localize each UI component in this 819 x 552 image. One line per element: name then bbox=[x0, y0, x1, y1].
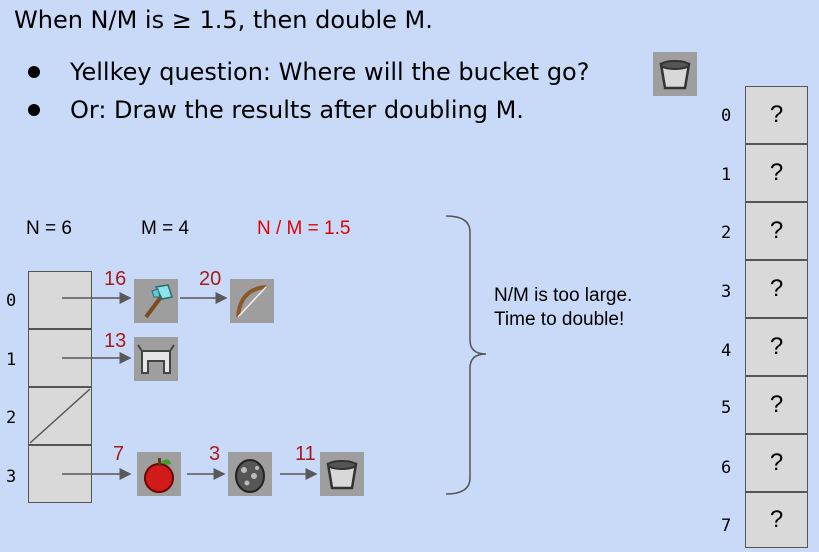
n-label: N = 6 bbox=[26, 218, 72, 239]
bucket-cell-2 bbox=[28, 387, 92, 445]
slide-title: When N/M is ≥ 1.5, then double M. bbox=[14, 6, 433, 34]
key-label: 11 bbox=[295, 443, 316, 465]
bucket-icon bbox=[653, 52, 697, 96]
null-slash bbox=[28, 387, 91, 444]
left-index: 2 bbox=[6, 408, 17, 428]
resize-note: N/M is too large. Time to double! bbox=[494, 284, 632, 332]
resized-cell-2: ? bbox=[745, 202, 808, 260]
bullet-dot bbox=[28, 104, 40, 116]
spawn-egg-icon bbox=[228, 452, 272, 496]
diamond-axe-icon bbox=[134, 279, 178, 323]
bullet-yellkey: Yellkey question: Where will the bucket … bbox=[28, 58, 589, 86]
bucket-icon bbox=[320, 452, 364, 496]
resized-cell-4: ? bbox=[745, 318, 808, 376]
resized-cell-6: ? bbox=[745, 434, 808, 492]
iron-helmet-icon bbox=[134, 337, 178, 381]
right-index: 4 bbox=[721, 341, 732, 361]
curly-brace bbox=[445, 215, 487, 495]
right-index: 0 bbox=[721, 106, 732, 126]
key-label: 7 bbox=[113, 443, 125, 465]
bullet-text: Yellkey question: Where will the bucket … bbox=[70, 58, 590, 86]
right-index: 2 bbox=[721, 223, 732, 243]
right-index: 6 bbox=[721, 458, 732, 478]
bullet-draw: Or: Draw the results after doubling M. bbox=[28, 96, 524, 124]
resized-cell-1: ? bbox=[745, 144, 808, 202]
key-label: 20 bbox=[199, 268, 222, 290]
bullet-dot bbox=[28, 66, 40, 78]
key-label: 3 bbox=[209, 443, 221, 465]
m-label: M = 4 bbox=[141, 218, 190, 239]
bucket-cell-0 bbox=[28, 271, 92, 329]
bullet-text: Or: Draw the results after doubling M. bbox=[70, 96, 524, 124]
right-index: 7 bbox=[721, 516, 732, 536]
ratio-label: N / M = 1.5 bbox=[257, 218, 351, 239]
right-index: 5 bbox=[721, 398, 732, 418]
left-index: 0 bbox=[6, 291, 17, 311]
key-label: 16 bbox=[104, 268, 127, 290]
resized-cell-7: ? bbox=[745, 492, 808, 548]
resized-cell-3: ? bbox=[745, 260, 808, 318]
right-index: 1 bbox=[721, 165, 732, 185]
bucket-cell-1 bbox=[28, 329, 92, 387]
resized-cell-5: ? bbox=[745, 376, 808, 434]
bow-icon bbox=[230, 279, 274, 323]
key-label: 13 bbox=[104, 330, 127, 352]
left-index: 3 bbox=[6, 467, 17, 487]
left-index: 1 bbox=[6, 350, 17, 370]
note-line: N/M is too large. bbox=[494, 285, 633, 306]
resized-cell-0: ? bbox=[745, 86, 808, 144]
right-index: 3 bbox=[721, 282, 732, 302]
apple-icon bbox=[137, 452, 181, 496]
note-line: Time to double! bbox=[494, 309, 625, 330]
